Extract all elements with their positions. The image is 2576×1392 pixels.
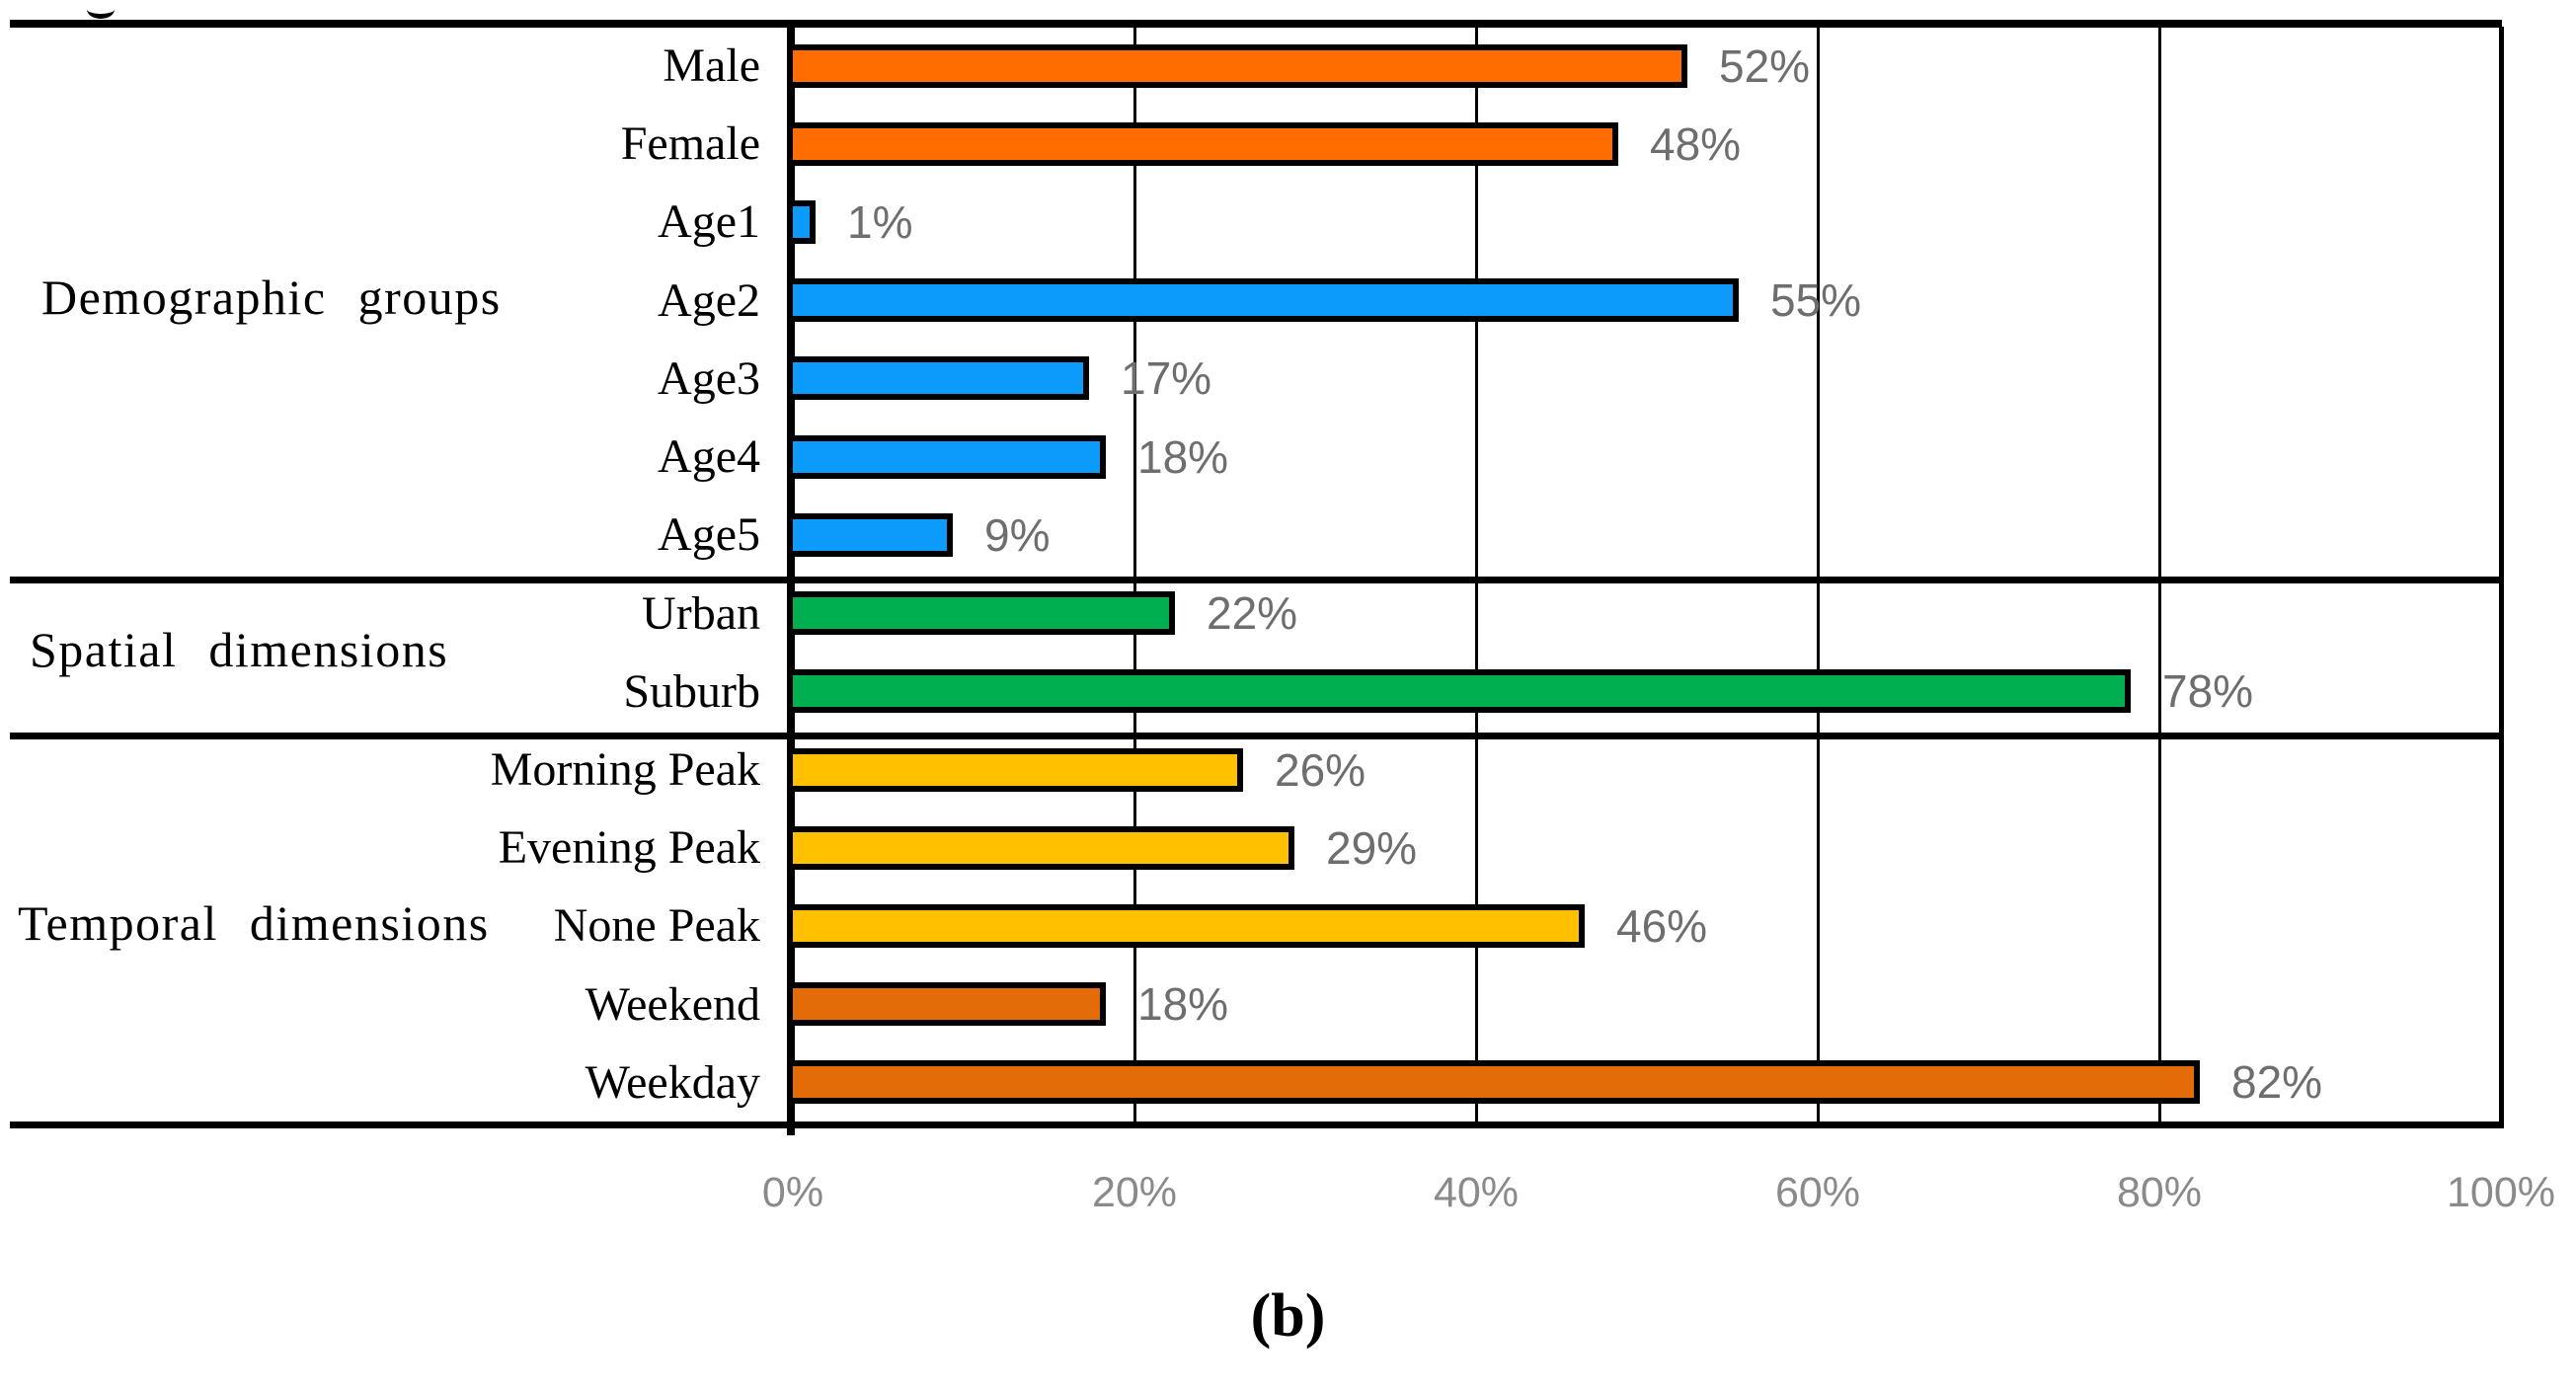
x-tick-60%: 60%	[1774, 1169, 1861, 1216]
value-label-weekend: 18%	[1137, 978, 1229, 1030]
cropped-glyph-artifact	[87, 0, 115, 19]
x-tick-80%: 80%	[2116, 1169, 2203, 1216]
category-label-age3: Age3	[658, 352, 760, 405]
gridline-60%	[1817, 27, 1820, 1128]
bar-age5	[787, 513, 953, 557]
group-label-temporal-dimensions: Temporal dimensions	[18, 895, 490, 951]
x-tick-100%: 100%	[2447, 1169, 2555, 1216]
value-label-evening-peak: 29%	[1326, 822, 1418, 874]
bar-morning-peak	[787, 748, 1243, 792]
category-label-weekday: Weekday	[585, 1056, 760, 1109]
value-label-none-peak: 46%	[1616, 900, 1708, 952]
figure-caption: (b)	[1250, 1282, 1326, 1350]
value-label-age2: 55%	[1770, 274, 1862, 326]
bar-none-peak	[787, 904, 1585, 948]
value-label-age3: 17%	[1121, 352, 1212, 404]
category-label-female: Female	[620, 117, 760, 170]
group-label-spatial-dimensions: Spatial dimensions	[30, 622, 449, 677]
category-label-age1: Age1	[658, 195, 760, 248]
category-label-suburb: Suburb	[623, 665, 760, 718]
x-tick-0%: 0%	[761, 1169, 824, 1216]
x-tick-20%: 20%	[1091, 1169, 1178, 1216]
bar-evening-peak	[787, 826, 1294, 870]
bar-age3	[787, 356, 1089, 400]
bar-female	[787, 122, 1618, 166]
value-label-age4: 18%	[1137, 431, 1229, 483]
gridline-80%	[2158, 27, 2161, 1128]
category-label-age5: Age5	[658, 508, 760, 561]
value-label-urban: 22%	[1207, 587, 1298, 639]
value-label-suburb: 78%	[2162, 665, 2254, 717]
bar-urban	[787, 591, 1175, 635]
group-label-demographic-groups: Demographic groups	[41, 270, 502, 325]
value-label-morning-peak: 26%	[1275, 744, 1366, 796]
bar-male	[787, 44, 1687, 88]
y-axis-line	[787, 20, 795, 1135]
value-label-weekday: 82%	[2231, 1056, 2323, 1108]
bar-age2	[787, 278, 1739, 322]
x-tick-40%: 40%	[1433, 1169, 1520, 1216]
category-label-morning-peak: Morning Peak	[490, 743, 760, 796]
category-label-age2: Age2	[658, 274, 760, 327]
bar-weekday	[787, 1060, 2200, 1104]
group-separator-1	[10, 577, 2502, 583]
category-label-age4: Age4	[658, 430, 760, 483]
value-label-male: 52%	[1719, 40, 1811, 92]
category-label-urban: Urban	[642, 587, 760, 640]
category-label-none-peak: None Peak	[553, 899, 760, 952]
bar-age1	[787, 200, 816, 244]
category-label-male: Male	[663, 39, 760, 92]
chart-bottom-border	[10, 1121, 2502, 1128]
value-label-age1: 1%	[847, 196, 913, 248]
gridline-20%	[1133, 27, 1136, 1128]
bar-suburb	[787, 669, 2131, 713]
chart-top-border	[10, 20, 2502, 28]
category-label-weekend: Weekend	[585, 978, 760, 1031]
bar-weekend	[787, 982, 1106, 1026]
bar-age4	[787, 435, 1106, 479]
value-label-age5: 9%	[984, 509, 1051, 561]
value-label-female: 48%	[1650, 118, 1742, 170]
gridline-100%	[2499, 27, 2504, 1128]
category-label-evening-peak: Evening Peak	[498, 821, 760, 874]
group-separator-2	[10, 733, 2502, 739]
gridline-40%	[1475, 27, 1478, 1128]
